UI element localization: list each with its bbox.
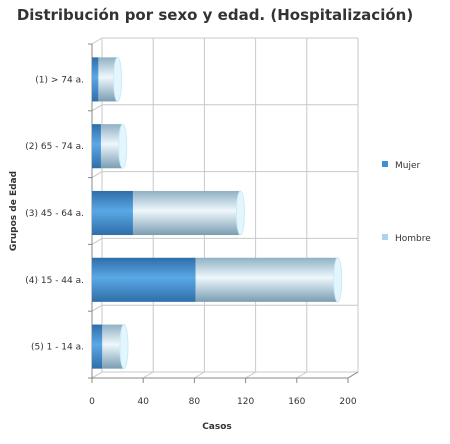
gridline-band-side bbox=[91, 171, 103, 179]
bar-hombre bbox=[102, 324, 124, 369]
bar-mujer bbox=[92, 124, 101, 169]
gridline-band-side bbox=[91, 371, 103, 379]
x-tick-label: 80 bbox=[189, 397, 201, 407]
bar-end-cap bbox=[113, 56, 123, 102]
gridline-floor bbox=[142, 371, 154, 379]
bar-hombre bbox=[98, 57, 118, 102]
x-tick-label: 40 bbox=[137, 397, 149, 407]
gridline-floor bbox=[296, 371, 308, 379]
bar-end-cap bbox=[235, 190, 245, 236]
bar-end-cap bbox=[333, 257, 343, 303]
gridline-floor bbox=[194, 371, 205, 379]
x-axis-depth bbox=[347, 371, 359, 379]
tick-labels: 0 40 80 120 160 200 (1) > 74 a. (2) 65 - 74 a. (… bbox=[25, 75, 357, 407]
x-tick-label: 0 bbox=[89, 397, 95, 407]
y-axis-title: Grupos de Edad bbox=[9, 171, 19, 251]
gridline-band-side bbox=[91, 104, 103, 112]
y-tick-label: (2) 65 - 74 a. bbox=[25, 142, 84, 152]
gridline-band-side bbox=[91, 237, 103, 245]
y-tick-label: (5) 1 - 14 a. bbox=[31, 343, 84, 353]
y-tick-label: (4) 15 - 44 a. bbox=[25, 276, 84, 286]
bar-end-cap bbox=[119, 324, 129, 370]
bar-mujer bbox=[92, 257, 196, 302]
gridline-band-side bbox=[91, 304, 103, 312]
bar-mujer bbox=[92, 190, 133, 236]
x-tick-label: 200 bbox=[339, 397, 356, 407]
gridline-floor bbox=[245, 371, 256, 379]
bar-hombre bbox=[132, 190, 241, 236]
bar-mujer bbox=[92, 57, 99, 102]
x-axis-title: Casos bbox=[202, 422, 232, 432]
bars bbox=[92, 56, 343, 370]
bar-end-cap bbox=[118, 123, 128, 169]
x-tick-label: 160 bbox=[288, 397, 305, 407]
chart-title: Distribución por sexo y edad. (Hospitali… bbox=[16, 6, 414, 24]
gridline-band-side bbox=[91, 37, 103, 45]
x-tick-label: 120 bbox=[237, 397, 254, 407]
legend: Mujer Hombre bbox=[382, 161, 431, 244]
y-tick-label: (3) 45 - 64 a. bbox=[25, 209, 84, 219]
bar-hombre bbox=[100, 124, 123, 169]
bar-mujer bbox=[92, 324, 103, 369]
bar-hombre bbox=[195, 257, 338, 302]
y-tick-label: (1) > 74 a. bbox=[35, 75, 84, 85]
legend-swatch bbox=[382, 161, 388, 167]
legend-label: Hombre bbox=[395, 234, 431, 244]
legend-label: Mujer bbox=[395, 161, 421, 171]
legend-swatch bbox=[382, 234, 388, 240]
